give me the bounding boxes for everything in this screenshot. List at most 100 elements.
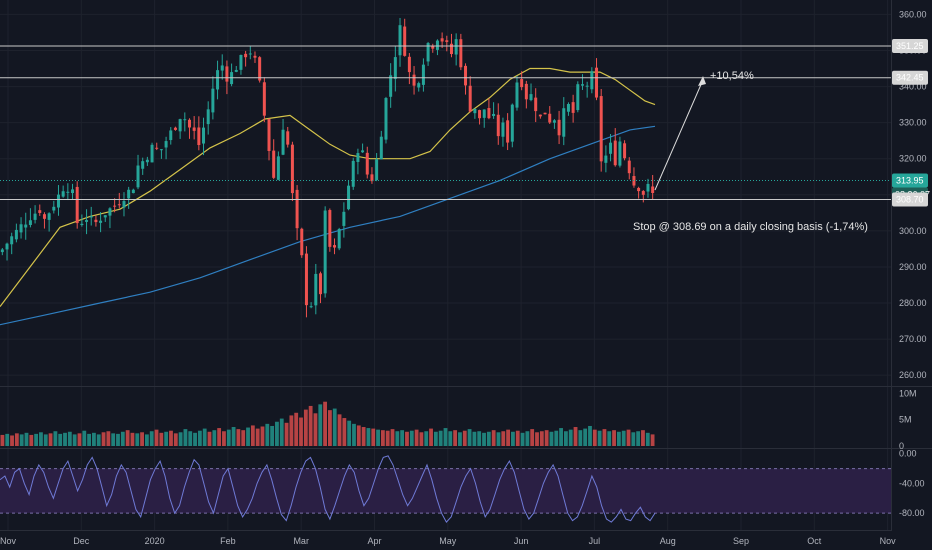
candle	[375, 153, 379, 182]
volume-bar	[111, 433, 116, 446]
candle-body	[85, 220, 89, 222]
candle	[155, 142, 159, 151]
candle-body	[351, 160, 355, 187]
candle	[361, 143, 365, 153]
volume-bar	[289, 415, 294, 446]
candle	[398, 17, 402, 67]
candle-body	[599, 96, 603, 162]
volume-bar	[96, 434, 101, 446]
volume-bar	[0, 434, 5, 446]
candle	[351, 157, 355, 190]
volume-bar	[573, 427, 578, 446]
volume-bar	[24, 432, 29, 446]
candle-body	[454, 39, 458, 55]
candle-body	[150, 144, 154, 163]
candle-body	[145, 159, 149, 163]
volume-bar	[385, 430, 390, 446]
volume-bar	[202, 428, 207, 446]
candle-body	[365, 152, 369, 175]
candle-body	[407, 56, 411, 73]
volume-bar	[101, 432, 106, 446]
candle-body	[80, 223, 84, 226]
volume-bar	[486, 431, 491, 446]
candle-body	[0, 249, 4, 253]
ma-short-line	[0, 67, 656, 307]
price-tick-label: 300.00	[899, 226, 927, 236]
candle-body	[33, 213, 37, 220]
candle	[24, 212, 28, 240]
candle-body	[300, 228, 304, 256]
candle-body	[103, 215, 107, 218]
candle-body	[108, 208, 112, 216]
candle	[524, 80, 528, 109]
candle-body	[412, 74, 416, 86]
candle	[571, 94, 575, 123]
volume-bar	[246, 427, 250, 446]
candle-body	[646, 183, 650, 192]
candle-body	[440, 38, 444, 42]
candle	[14, 223, 18, 243]
candle	[435, 39, 439, 56]
rsi-tick-label: -40.00	[899, 478, 925, 488]
candle	[0, 248, 4, 256]
volume-bar	[559, 428, 563, 446]
candle	[187, 118, 191, 139]
volume-bar	[438, 430, 443, 446]
candle-body	[641, 191, 645, 195]
time-tick-label: Jul	[589, 536, 601, 546]
candle-body	[538, 114, 542, 117]
candle	[370, 167, 374, 184]
time-tick-label: Feb	[220, 536, 236, 546]
candlestick-series	[0, 17, 655, 318]
volume-bar	[467, 429, 472, 446]
volume-bar	[520, 432, 525, 446]
volume-bar	[299, 417, 303, 446]
candle-body	[487, 108, 491, 119]
volume-bar	[371, 428, 376, 446]
volume-bar	[376, 429, 380, 446]
candle	[599, 89, 603, 172]
candle-body	[623, 143, 627, 159]
candle	[5, 242, 9, 261]
candle	[42, 212, 46, 229]
candle	[178, 118, 182, 139]
candle	[445, 35, 449, 52]
volume-bar	[125, 430, 130, 446]
candle-body	[286, 131, 290, 145]
rsi-tick-label: 0.00	[899, 449, 917, 459]
candle-body	[187, 119, 191, 128]
price-tick-label: 260.00	[899, 370, 927, 380]
volume-bar	[236, 429, 241, 446]
volume-bar	[414, 429, 419, 446]
candle	[141, 157, 145, 175]
candle	[276, 151, 280, 181]
candle	[89, 206, 93, 226]
candle	[562, 97, 566, 146]
candle	[473, 108, 477, 119]
volume-bar	[506, 429, 511, 446]
volume-bar	[578, 430, 583, 446]
candle-body	[342, 211, 346, 226]
volume-bar	[342, 418, 347, 446]
candle-body	[159, 149, 163, 151]
volume-bar	[144, 434, 149, 446]
time-axis[interactable]: Nov Dec 2020 Feb Mar Apr May Jun Jul Aug Sep Oct Nov	[0, 536, 896, 546]
volume-bar	[308, 405, 313, 446]
volume-bar	[284, 422, 289, 446]
candle	[384, 96, 388, 144]
candle	[478, 109, 482, 125]
candle-body	[515, 82, 519, 108]
candle	[295, 185, 299, 241]
candle	[206, 101, 210, 135]
price-badge-label: 342.45	[896, 73, 924, 83]
time-tick-label: Aug	[660, 536, 676, 546]
candle-body	[557, 119, 561, 136]
candle	[417, 81, 421, 92]
candle	[595, 58, 599, 101]
candle-body	[295, 189, 299, 229]
candle	[337, 227, 341, 251]
candle-body	[613, 140, 617, 166]
candle	[407, 53, 411, 85]
candle	[169, 127, 173, 145]
